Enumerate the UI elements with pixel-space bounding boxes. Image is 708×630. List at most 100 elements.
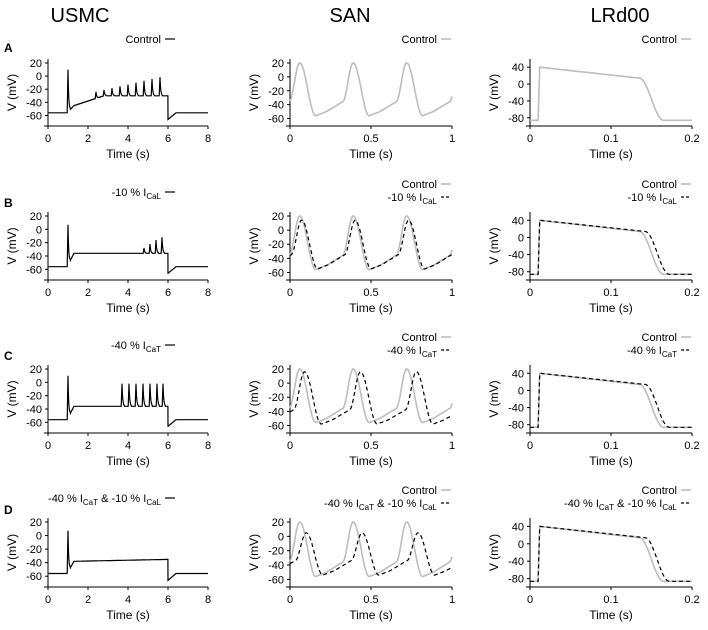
y-tick-label: -60 [268,114,284,126]
y-tick-label: 20 [272,517,284,529]
y-axis-label: V (mV) [5,534,19,571]
y-tick-label: 0 [36,377,42,389]
legend-label: -40 % ICaT & -10 % ICaL [564,498,678,512]
y-tick-label: -20 [26,84,42,96]
y-tick-label: 20 [30,517,42,529]
x-tick-label: 8 [205,133,211,145]
chart-panel: 0 0.1 0.2 40 0 -40 -80 Time (s) V (mV) Control [487,34,700,161]
row-label-c: C [4,349,13,363]
y-tick-label: 0 [518,232,524,244]
legend-label: -40 % ICaT [111,340,161,354]
row-label-a: A [4,41,13,55]
legend-label: Control [402,485,437,497]
legend-label: -10 % ICaL [111,187,161,201]
x-axis-label: Time (s) [589,608,633,622]
series-line [48,224,208,274]
y-axis-label: V (mV) [247,74,261,111]
series-line [289,521,453,578]
y-tick-label: -20 [26,238,42,250]
x-axis-label: Time (s) [349,454,393,468]
y-tick-label: 0 [278,378,284,390]
x-tick-label: 0.1 [603,287,618,299]
chart-panel: 0 0.1 0.2 40 0 -40 -80 Time (s) V (mV) Control-40… [487,332,700,468]
y-axis-label: V (mV) [5,74,19,111]
x-tick-label: 0 [45,133,51,145]
legend-label: Control [642,485,677,497]
series-line [530,219,692,275]
y-tick-label: -20 [268,392,284,404]
y-tick-label: 40 [512,368,524,380]
y-tick-label: 20 [272,58,284,70]
x-tick-label: 0 [287,594,293,606]
x-tick-label: 2 [85,133,91,145]
legend-label: Control [642,332,677,344]
x-axis-label: Time (s) [589,147,633,161]
x-tick-label: 0 [45,287,51,299]
x-tick-label: 0.1 [603,594,618,606]
y-tick-label: 20 [30,211,42,223]
x-tick-label: 2 [85,594,91,606]
y-tick-label: -60 [26,264,42,276]
y-tick-label: -20 [268,86,284,98]
legend-label: -40 % ICaT & -10 % ICaL [48,493,162,507]
y-tick-label: 0 [518,385,524,397]
y-axis-label: V (mV) [487,380,501,417]
x-tick-label: 0.1 [603,133,618,145]
x-tick-label: 2 [85,440,91,452]
series-line [48,69,208,121]
x-axis-label: Time (s) [349,608,393,622]
legend-label: Control [642,179,677,191]
row-label-b: B [4,196,13,210]
y-tick-label: -60 [268,267,284,279]
x-tick-label: 0.2 [684,287,699,299]
x-tick-label: 0.2 [684,440,699,452]
x-tick-label: 4 [125,287,131,299]
y-tick-label: -40 [268,406,284,418]
series-line [289,532,453,576]
chart-panel: 0 0.1 0.2 40 0 -40 -80 Time (s) V (mV) Control-10… [487,179,700,315]
y-tick-label: 40 [512,521,524,533]
x-tick-label: 0 [287,133,293,145]
y-tick-label: 0 [278,72,284,84]
legend-label: Control [402,179,437,191]
y-tick-label: -40 [26,251,42,263]
chart-panel: 0 0.5 1 20 0 -20 -40 -60 Time (s) V (mV) Control [247,34,455,161]
y-tick-label: -20 [26,544,42,556]
x-tick-label: 0.2 [684,594,699,606]
column-title-lrd00: LRd00 [591,5,650,27]
x-axis-label: Time (s) [106,147,150,161]
x-tick-label: 4 [125,440,131,452]
x-tick-label: 1 [449,287,455,299]
x-axis-label: Time (s) [349,301,393,315]
y-tick-label: -80 [508,267,524,279]
y-tick-label: 20 [272,211,284,223]
x-tick-label: 0.5 [363,594,378,606]
column-title-usmc: USMC [51,5,110,27]
legend-label: -40 % ICaT [627,345,677,359]
y-tick-label: -40 [26,404,42,416]
y-tick-label: -40 [268,100,284,112]
series-line [48,530,208,582]
y-axis-label: V (mV) [247,534,261,571]
y-tick-label: -80 [508,113,524,125]
x-axis-label: Time (s) [106,301,150,315]
series-line [289,219,453,270]
x-tick-label: 0 [527,287,533,299]
legend-label: Control [126,34,161,46]
y-tick-label: -20 [268,239,284,251]
y-axis-label: V (mV) [5,227,19,264]
y-tick-label: 40 [512,215,524,227]
legend-label: -40 % ICaT [387,345,437,359]
y-tick-label: -40 [268,560,284,572]
series-line [530,525,692,582]
x-tick-label: 0 [527,440,533,452]
y-tick-label: -80 [508,574,524,586]
x-axis-label: Time (s) [106,608,150,622]
series-line [530,372,692,428]
x-tick-label: 2 [85,287,91,299]
